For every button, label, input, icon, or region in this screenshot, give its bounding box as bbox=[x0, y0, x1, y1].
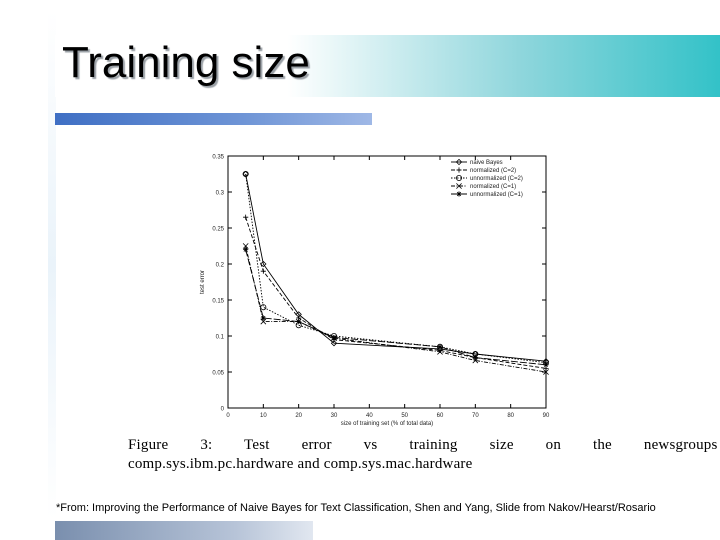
title-underline-bar bbox=[55, 113, 372, 125]
series-5-point bbox=[243, 247, 249, 253]
series-3-point bbox=[242, 170, 249, 177]
x-tick-label: 70 bbox=[472, 413, 479, 419]
legend-marker bbox=[456, 191, 462, 197]
series-5-point bbox=[437, 344, 443, 350]
x-tick-label: 60 bbox=[437, 413, 444, 419]
series-line-3 bbox=[245, 173, 547, 364]
legend-marker bbox=[455, 158, 463, 166]
series-5-point bbox=[543, 362, 549, 368]
legend-marker bbox=[456, 167, 462, 173]
legend-marker bbox=[455, 174, 462, 181]
series-4-point bbox=[437, 348, 443, 355]
series-line-4 bbox=[245, 245, 547, 373]
source-footnote: *From: Improving the Performance of Naiv… bbox=[56, 502, 656, 514]
x-tick-label: 40 bbox=[366, 413, 373, 419]
figure-caption: Figure 3: Test error vs training size on… bbox=[128, 436, 718, 474]
series-4-point bbox=[472, 357, 479, 364]
plot-frame bbox=[227, 155, 547, 409]
x-tick-label: 0 bbox=[226, 413, 230, 419]
title-gradient-band bbox=[55, 35, 720, 97]
bottom-decoration-bar bbox=[55, 521, 313, 540]
test-error-chart: 0 0.05 0.1 0.15 0.2 0.25 0.3 0.35 0 10 20 30 40 50 60 7… bbox=[200, 155, 550, 428]
series-4-point bbox=[543, 369, 549, 375]
series-5-point bbox=[472, 355, 478, 361]
series-5-point bbox=[260, 315, 266, 321]
series-line-1 bbox=[245, 173, 547, 362]
x-tick-label: 10 bbox=[260, 413, 267, 419]
series-2-point bbox=[243, 214, 249, 220]
y-tick-label: 0 bbox=[221, 407, 225, 413]
y-tick-label: 0.05 bbox=[212, 371, 224, 377]
x-tick-label: 80 bbox=[507, 413, 514, 419]
series-1-point bbox=[260, 260, 267, 268]
series-1-point bbox=[330, 340, 338, 347]
legend-label: naive Bayes bbox=[470, 160, 503, 166]
x-tick-label: 50 bbox=[401, 413, 408, 419]
x-tick-label: 20 bbox=[295, 413, 302, 419]
y-axis-label: test error bbox=[200, 270, 206, 294]
y-tick-label: 0.25 bbox=[212, 227, 224, 233]
legend-label: unnormalized (C=2) bbox=[470, 176, 523, 182]
y-tick-label: 0.3 bbox=[216, 191, 225, 197]
x-tick-label: 30 bbox=[331, 413, 338, 419]
x-tick-label: 90 bbox=[543, 413, 550, 419]
x-axis-label: size of training set (% of total data) bbox=[341, 421, 433, 427]
series-5-point bbox=[296, 319, 302, 325]
legend-label: normalized (C=2) bbox=[470, 168, 516, 174]
caption-line-1: Figure 3: Test error vs training size on… bbox=[128, 437, 718, 453]
series-2-point bbox=[260, 268, 266, 274]
slide-title: Training size bbox=[62, 38, 310, 87]
legend-label: normalized (C=1) bbox=[470, 184, 516, 190]
y-tick-label: 0.2 bbox=[216, 263, 225, 269]
legend-label: unnormalized (C=1) bbox=[470, 192, 523, 198]
legend-marker bbox=[456, 183, 462, 189]
slide-edge-decoration bbox=[48, 10, 56, 520]
y-tick-label: 0.35 bbox=[212, 155, 224, 161]
y-tick-label: 0.1 bbox=[216, 335, 225, 341]
series-5-point bbox=[331, 334, 337, 341]
caption-line-2: comp.sys.ibm.pc.hardware and comp.sys.ma… bbox=[128, 456, 473, 472]
y-tick-label: 0.15 bbox=[212, 299, 224, 305]
